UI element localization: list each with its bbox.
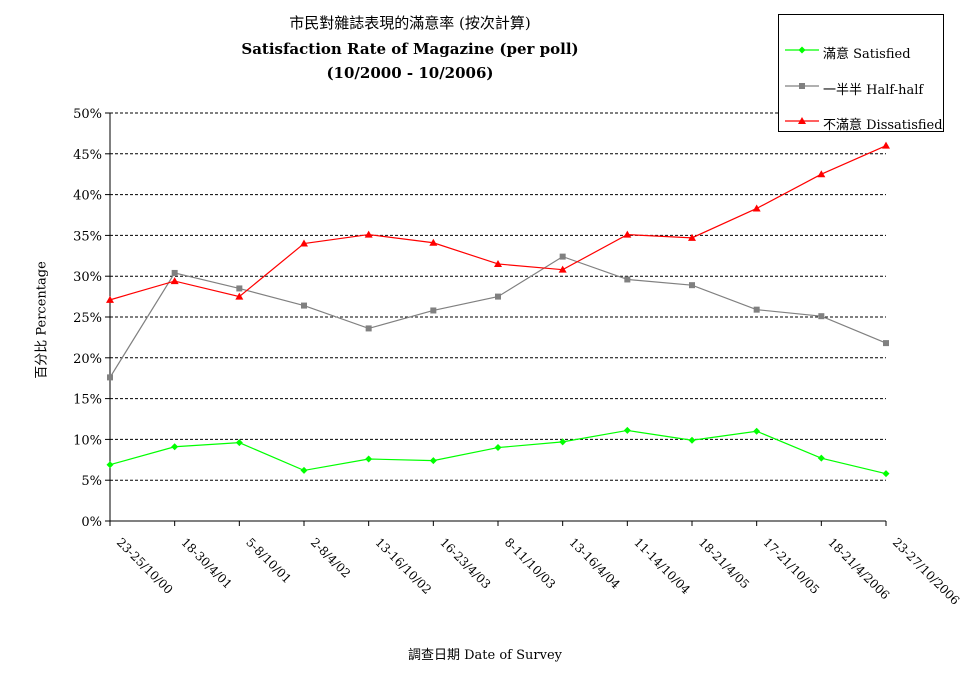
y-tick-label: 0% bbox=[81, 515, 102, 530]
x-tick-label: 5-8/10/01 bbox=[243, 535, 294, 586]
data-point bbox=[882, 470, 890, 478]
data-point bbox=[170, 277, 179, 285]
data-point bbox=[365, 325, 372, 332]
data-point bbox=[106, 461, 114, 469]
data-point bbox=[364, 230, 373, 238]
x-tick-label: 18-21/4/2006 bbox=[825, 535, 892, 602]
y-tick-label: 15% bbox=[73, 393, 102, 408]
y-tick-label: 10% bbox=[73, 433, 102, 448]
legend-swatch-half-half bbox=[785, 83, 819, 89]
data-point bbox=[235, 439, 243, 447]
data-point bbox=[623, 426, 631, 434]
y-tick-label: 20% bbox=[73, 352, 102, 367]
legend-item-dissatisfied: 不滿意 Dissatisfied bbox=[779, 112, 943, 133]
legend-item-satisfied: 滿意 Satisfied bbox=[779, 41, 943, 62]
x-tick-label: 13-16/10/02 bbox=[373, 535, 435, 597]
legend-swatch-satisfied bbox=[785, 46, 819, 54]
data-point bbox=[430, 307, 437, 314]
y-tick-label: 35% bbox=[73, 229, 102, 244]
x-tick-label: 18-30/4/01 bbox=[179, 535, 235, 591]
legend-swatch-dissatisfied bbox=[785, 117, 819, 124]
y-tick-label: 30% bbox=[73, 270, 102, 285]
data-point bbox=[495, 293, 501, 300]
data-point bbox=[817, 170, 826, 178]
data-point bbox=[365, 455, 373, 463]
data-point bbox=[559, 253, 566, 260]
x-tick-label: 16-23/4/03 bbox=[437, 535, 493, 591]
data-point bbox=[817, 454, 825, 462]
chart-title-chinese: 市民對雜誌表現的滿意率 (按次計算) bbox=[289, 14, 531, 32]
y-tick-label: 40% bbox=[73, 189, 102, 204]
legend-label-dissatisfied: 不滿意 Dissatisfied bbox=[823, 118, 943, 133]
y-tick-label: 45% bbox=[73, 148, 102, 163]
y-tick-label: 50% bbox=[73, 107, 102, 122]
x-tick-label: 18-21/4/05 bbox=[696, 535, 752, 591]
data-point bbox=[818, 313, 825, 320]
data-point bbox=[300, 239, 308, 247]
x-tick-label: 8-11/10/03 bbox=[502, 535, 558, 591]
legend: 滿意 Satisfied 一半半 Half-half 不滿意 Dissatisf… bbox=[778, 14, 944, 133]
data-point bbox=[624, 276, 631, 283]
x-tick-label: 11-14/10/04 bbox=[631, 535, 693, 597]
data-point bbox=[300, 466, 308, 474]
y-tick-label: 25% bbox=[73, 311, 102, 326]
data-point bbox=[558, 265, 567, 273]
legend-label-satisfied: 滿意 Satisfied bbox=[823, 47, 911, 62]
x-tick-label: 17-21/10/05 bbox=[761, 535, 823, 597]
x-tick-label: 23-25/10/00 bbox=[114, 535, 176, 597]
data-point bbox=[753, 427, 761, 435]
data-point bbox=[883, 340, 889, 347]
data-point bbox=[753, 306, 760, 313]
data-point bbox=[171, 269, 178, 276]
data-point bbox=[171, 443, 179, 451]
data-point bbox=[689, 282, 695, 289]
x-tick-label: 13-16/4/04 bbox=[567, 535, 624, 592]
x-tick-label: 23-27/10/2006 bbox=[890, 535, 962, 607]
data-point bbox=[236, 285, 243, 292]
chart-date-range: (10/2000 - 10/2006) bbox=[326, 64, 494, 82]
series-line-2 bbox=[109, 145, 887, 301]
data-point bbox=[235, 292, 244, 300]
data-point bbox=[429, 457, 437, 465]
y-tick-label: 5% bbox=[81, 474, 102, 489]
data-point bbox=[559, 438, 567, 446]
data-point bbox=[752, 204, 761, 212]
legend-label-half-half: 一半半 Half-half bbox=[823, 83, 924, 98]
data-point bbox=[429, 238, 438, 246]
x-axis-label: 調查日期 Date of Survey bbox=[407, 648, 562, 663]
data-point bbox=[494, 259, 502, 267]
data-point bbox=[623, 230, 632, 238]
data-point bbox=[301, 302, 307, 309]
data-point bbox=[688, 436, 696, 444]
legend-item-half-half: 一半半 Half-half bbox=[779, 77, 943, 98]
chart-title-english: Satisfaction Rate of Magazine (per poll) bbox=[241, 40, 579, 58]
y-axis-label: 百分比 Percentage bbox=[34, 261, 50, 379]
data-point bbox=[882, 141, 890, 149]
data-point bbox=[107, 374, 113, 381]
data-point bbox=[688, 233, 696, 241]
x-tick-label: 2-8/4/02 bbox=[308, 535, 353, 580]
data-point bbox=[106, 295, 114, 303]
data-point bbox=[494, 444, 502, 452]
series-line-0 bbox=[109, 429, 887, 475]
